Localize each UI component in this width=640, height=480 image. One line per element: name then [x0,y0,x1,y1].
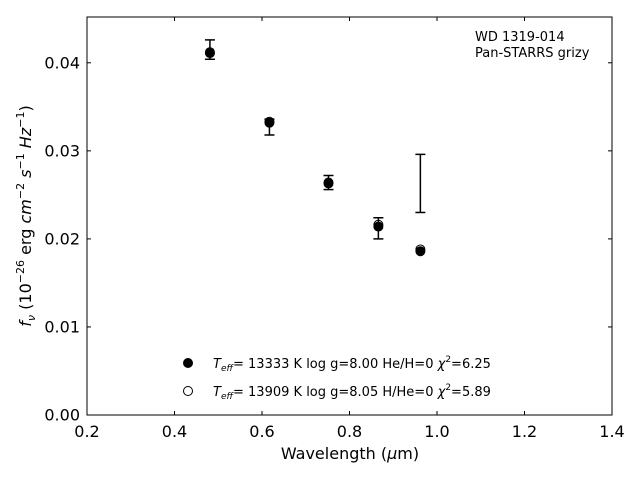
x-tick-label: 1.2 [512,422,537,441]
annotation-line-2: Pan-STARRS grizy [475,46,590,61]
legend-chi2-2: =5.89 [451,385,491,400]
open-circle-point [264,116,275,127]
x-tick-label: 0.6 [249,422,274,441]
legend-entry-1: Teff= 13333 K log g=8.00 He/H=0 χ2=6.25 [183,355,491,374]
open-circle-point [373,219,384,230]
y-tick-label: 0.04 [44,53,80,72]
legend-marker-filled-circle [183,358,193,368]
legend-label-2: Teff= 13909 K log g=8.05 H/He=0 χ2=5.89 [213,383,491,402]
x-tick-label: 0.4 [162,422,187,441]
y-tick-label: 0.03 [44,141,80,160]
y-tick-label: 0.01 [44,317,80,336]
legend: Teff= 13333 K log g=8.00 He/H=0 χ2=6.25 … [183,355,491,402]
x-axis-ticks: 0.2 0.4 0.6 0.8 1.0 1.2 1.4 [74,17,625,441]
legend-logg-2: log g=8.05 [306,385,378,400]
plot-area [86,16,613,416]
y-axis-ticks: 0.00 0.01 0.02 0.03 0.04 [44,53,612,425]
y-tick-label: 0.00 [44,406,80,425]
x-axis-label: Wavelength (μm) [281,444,419,463]
x-tick-label: 1.0 [424,422,449,441]
open-circle-point [204,47,215,58]
x-tick-label: 0.8 [337,422,362,441]
annotation-line-1: WD 1319-014 [475,30,565,45]
legend-label-1: Teff= 13333 K log g=8.00 He/H=0 χ2=6.25 [213,355,491,374]
legend-comp-1: He/H=0 [382,357,433,372]
x-tick-label: 1.4 [599,422,624,441]
legend-teff-1: 13333 K [248,357,302,372]
y-axis-label: fν (10−26 erg cm−2 s−1 Hz−1) [14,105,38,326]
x-tick-label: 0.2 [74,422,99,441]
legend-entry-2: Teff= 13909 K log g=8.05 H/He=0 χ2=5.89 [183,383,491,402]
legend-teff-2: 13909 K [248,385,302,400]
open-circle-point [415,244,426,255]
model-markers [204,47,426,257]
legend-chi2-1: =6.25 [451,357,491,372]
open-circle-point [323,177,334,188]
legend-logg-1: log g=8.00 [306,357,378,372]
legend-comp-2: H/He=0 [382,385,433,400]
legend-marker-open-circle [183,386,193,396]
y-tick-label: 0.02 [44,229,80,248]
